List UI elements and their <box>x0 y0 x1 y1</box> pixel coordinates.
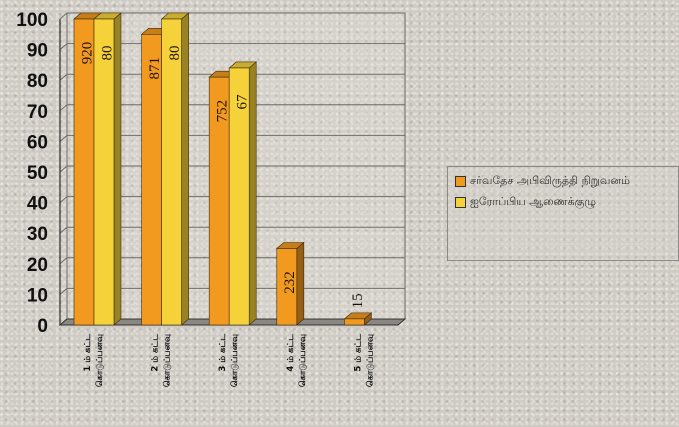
chart-bars <box>73 12 373 326</box>
bar <box>344 318 365 326</box>
data-label: 80 <box>167 46 183 61</box>
legend-item-series-1: சர்வதேச அபிவிருத்தி நிறுவனம் <box>455 173 678 188</box>
bar <box>161 18 182 326</box>
y-tick-label: 0 <box>37 316 48 337</box>
bar <box>276 248 298 326</box>
data-label: 67 <box>235 94 251 110</box>
data-label: 80 <box>99 46 115 61</box>
x-tick-label: கொடுப்பனவு <box>162 334 173 387</box>
gridline-depth <box>59 226 68 234</box>
x-tick-label: கொடுப்பனவு <box>297 334 308 387</box>
legend-item-series-2: ஐரோப்பிய ஆணைக்குழு <box>455 194 678 209</box>
gridline-depth <box>59 196 68 203</box>
y-tick-label: 50 <box>27 163 48 184</box>
gridline-depth <box>59 73 68 81</box>
y-tick-label: 70 <box>27 102 48 123</box>
bar <box>228 67 250 326</box>
chart-data-labels: 920 80 871 80 752 67 232 15 <box>79 42 365 309</box>
x-tick-label: கொடுப்பனவு <box>364 334 375 387</box>
y-axis-ticks: 0 10 20 30 40 50 60 70 80 90 100 <box>16 10 48 337</box>
x-tick-label: 4 ம் கட்ட <box>286 333 296 372</box>
y-tick-label: 80 <box>27 71 48 92</box>
gridline-depth <box>59 43 68 50</box>
gridline-depth <box>59 12 68 20</box>
data-label: 15 <box>350 293 366 308</box>
x-tick-label: 5 ம் கட்ட <box>353 333 363 372</box>
legend-label-series-1: சர்வதேச அபிவிருத்தி நிறுவனம் <box>470 174 630 187</box>
y-tick-label: 20 <box>27 255 48 276</box>
bar <box>93 18 115 326</box>
x-axis-ticks: 1 ம் கட்ட கொடுப்பனவு 2 ம் கட்ட கொடுப்பனவு 3 … <box>83 333 375 387</box>
gridline-depth <box>59 104 68 112</box>
gridline-depth <box>59 135 68 142</box>
y-tick-label: 30 <box>27 224 48 245</box>
data-label: 871 <box>147 57 163 80</box>
data-label: 920 <box>79 42 95 65</box>
x-tick-label: 1 ம் கட்ட <box>83 333 93 372</box>
gridline-depth <box>59 257 68 265</box>
gridline-depth <box>59 165 68 173</box>
y-tick-label: 60 <box>27 132 48 153</box>
data-label: 752 <box>215 100 231 123</box>
legend-swatch-series-2 <box>455 197 466 208</box>
y-tick-label: 90 <box>27 41 48 62</box>
x-tick-label: 3 ம் கட்ட <box>218 333 228 372</box>
data-label: 232 <box>282 271 298 294</box>
x-tick-label: கொடுப்பனவு <box>94 334 105 387</box>
legend-swatch-series-1 <box>455 176 466 187</box>
legend-label-series-2: ஐரோப்பிய ஆணைக்குழு <box>470 195 597 208</box>
chart-legend: சர்வதேச அபிவிருத்தி நிறுவனம் ஐரோப்பிய ஆண… <box>447 166 679 261</box>
y-tick-label: 10 <box>27 285 48 306</box>
x-tick-label: 2 ம் கட்ட <box>151 333 161 372</box>
y-tick-label: 40 <box>27 194 48 215</box>
y-tick-label: 100 <box>16 10 48 31</box>
gridline-depth <box>59 288 68 295</box>
x-tick-label: கொடுப்பனவு <box>229 334 240 387</box>
